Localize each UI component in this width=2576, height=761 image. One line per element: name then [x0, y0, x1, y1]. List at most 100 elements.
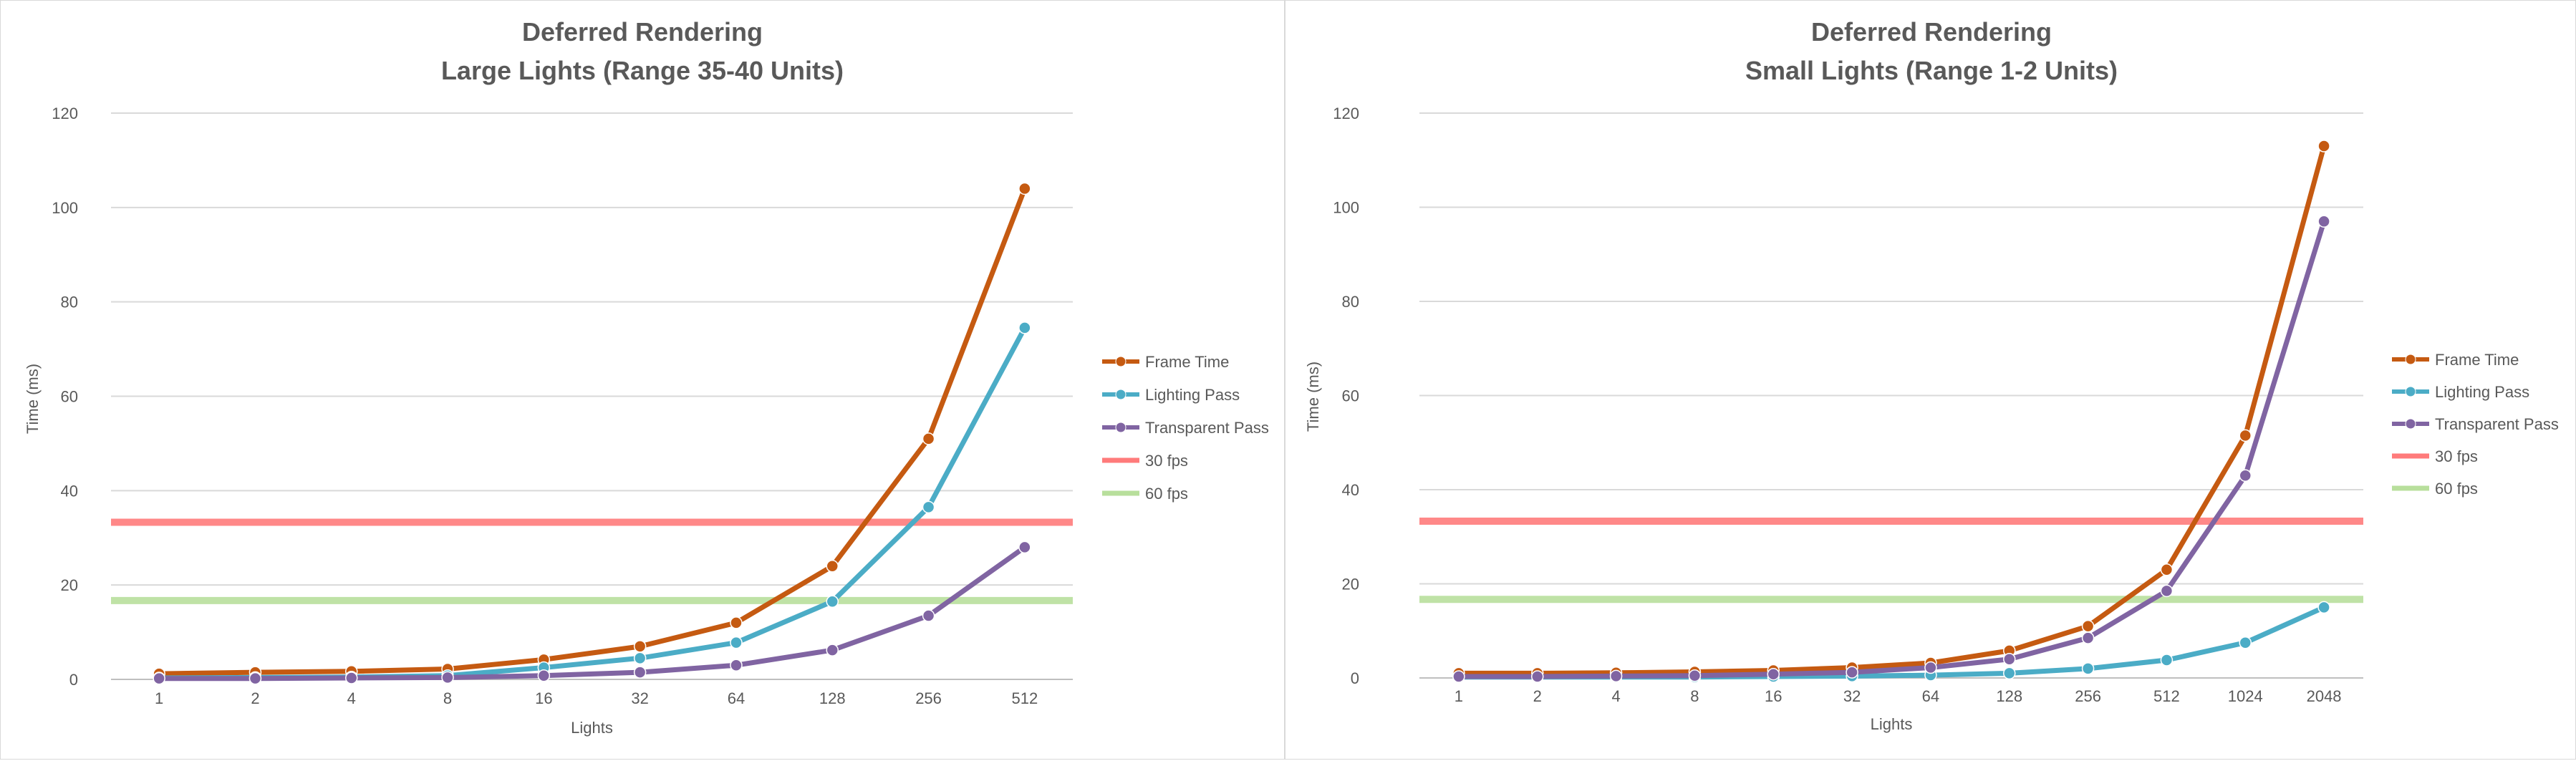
x-tick-label: 32	[1843, 687, 1861, 705]
data-point	[345, 672, 358, 684]
legend-item-30-fps: 30 fps	[1102, 452, 1188, 470]
legend-item-60-fps: 60 fps	[2392, 480, 2478, 498]
legend-label: 30 fps	[2435, 447, 2478, 465]
data-point	[730, 659, 743, 672]
legend-item-transparent-pass: Transparent Pass	[2392, 415, 2559, 433]
x-tick-label: 2	[251, 689, 259, 707]
x-tick-label: 4	[347, 689, 356, 707]
data-point	[922, 609, 935, 622]
x-tick-label: 1	[155, 689, 163, 707]
x-tick-label: 16	[1765, 687, 1782, 705]
data-point	[826, 644, 839, 656]
y-tick-label: 60	[1342, 387, 1359, 405]
chart-subtitle: Large Lights (Range 35-40 Units)	[441, 56, 844, 85]
legend-label: Frame Time	[2435, 351, 2519, 369]
x-tick-label: 32	[631, 689, 648, 707]
data-point	[2160, 563, 2174, 576]
legend-item-30-fps: 30 fps	[2392, 447, 2478, 465]
data-point	[2317, 140, 2330, 152]
gridlines	[111, 112, 1073, 680]
series-line-transparent-pass	[156, 544, 1028, 682]
data-point	[1452, 670, 1465, 683]
data-point	[1609, 669, 1623, 683]
legend-item-frame-time: Frame Time	[2392, 351, 2519, 369]
x-axis-label: Lights	[571, 719, 613, 737]
legend-marker	[2405, 418, 2416, 430]
x-tick-label: 2048	[2307, 687, 2342, 705]
legend-label: Lighting Pass	[1145, 386, 1240, 404]
y-tick-label: 100	[52, 199, 78, 217]
series-frame-time	[153, 182, 1031, 680]
legend-item-frame-time: Frame Time	[1102, 353, 1229, 371]
data-point	[633, 666, 647, 679]
data-point	[1018, 541, 1031, 554]
x-axis-label: Lights	[1871, 715, 1913, 733]
chart-title: Deferred Rendering	[522, 17, 763, 47]
y-tick-label: 20	[1342, 576, 1359, 593]
x-tick-label: 4	[1611, 687, 1620, 705]
chart-panel-large-lights: Deferred Rendering Large Lights (Range 3…	[0, 0, 1285, 760]
chart-title: Deferred Rendering	[1811, 17, 2052, 47]
chart-panel-small-lights: Deferred Rendering Small Lights (Range 1…	[1285, 0, 2576, 760]
legend-label: 60 fps	[1145, 485, 1188, 503]
data-point	[441, 671, 454, 684]
data-point	[2239, 469, 2252, 483]
series-line-frame-time	[156, 186, 1028, 677]
data-point	[537, 669, 551, 682]
gridlines	[1419, 112, 2363, 679]
chart-large-lights: Deferred Rendering Large Lights (Range 3…	[24, 17, 1269, 737]
legend: Frame Time Lighting Pass Transparent Pass 3…	[2392, 351, 2559, 498]
data-point	[730, 616, 743, 629]
legend-item-60-fps: 60 fps	[1102, 485, 1188, 503]
data-point	[1018, 182, 1031, 195]
x-tick-label: 1	[1455, 687, 1463, 705]
series-lighting-pass	[153, 321, 1031, 684]
series-line-frame-time	[1456, 143, 2327, 676]
data-point	[2003, 667, 2016, 680]
series-transparent-pass	[1452, 215, 2330, 683]
legend-label: Frame Time	[1145, 353, 1229, 371]
data-point	[826, 560, 839, 573]
x-tick-label: 512	[2153, 687, 2180, 705]
data-point	[633, 640, 647, 653]
y-tick-label: 40	[61, 482, 78, 500]
legend-item-transparent-pass: Transparent Pass	[1102, 419, 1269, 437]
x-tick-label: 8	[1690, 687, 1699, 705]
data-point	[1846, 666, 1858, 679]
data-point	[249, 672, 262, 685]
x-tick-label: 256	[915, 689, 942, 707]
data-point	[1767, 667, 1780, 681]
data-point	[2160, 584, 2174, 598]
data-point	[2081, 662, 2095, 675]
y-tick-label: 0	[69, 671, 78, 689]
data-point	[1531, 670, 1544, 683]
data-point	[2081, 631, 2095, 644]
data-point	[2317, 215, 2330, 228]
x-tick-label: 256	[2075, 687, 2101, 705]
legend-label: Transparent Pass	[2435, 415, 2559, 433]
y-tick-label: 80	[61, 294, 78, 311]
data-point	[2160, 654, 2174, 667]
x-tick-label: 512	[1011, 689, 1038, 707]
legend-label: Lighting Pass	[2435, 383, 2529, 401]
chart-small-lights: Deferred Rendering Small Lights (Range 1…	[1304, 17, 2559, 733]
y-tick-label: 120	[1333, 105, 1359, 122]
data-point	[2081, 619, 2095, 633]
legend-label: Transparent Pass	[1145, 419, 1269, 437]
x-tick-label: 16	[535, 689, 552, 707]
data-point	[922, 432, 935, 445]
y-axis-label: Time (ms)	[1304, 362, 1322, 432]
legend-marker	[2405, 386, 2416, 397]
series-transparent-pass	[153, 541, 1031, 685]
legend-item-lighting-pass: Lighting Pass	[2392, 383, 2529, 401]
legend-label: 30 fps	[1145, 452, 1188, 470]
y-tick-label: 80	[1342, 293, 1359, 311]
x-tick-label: 8	[443, 689, 452, 707]
y-tick-label: 60	[61, 388, 78, 406]
data-point	[2003, 652, 2016, 666]
data-point	[2317, 601, 2330, 614]
x-tick-label: 2	[1533, 687, 1542, 705]
y-tick-label: 0	[1351, 669, 1359, 687]
data-point	[730, 636, 743, 649]
data-point	[1688, 669, 1702, 682]
